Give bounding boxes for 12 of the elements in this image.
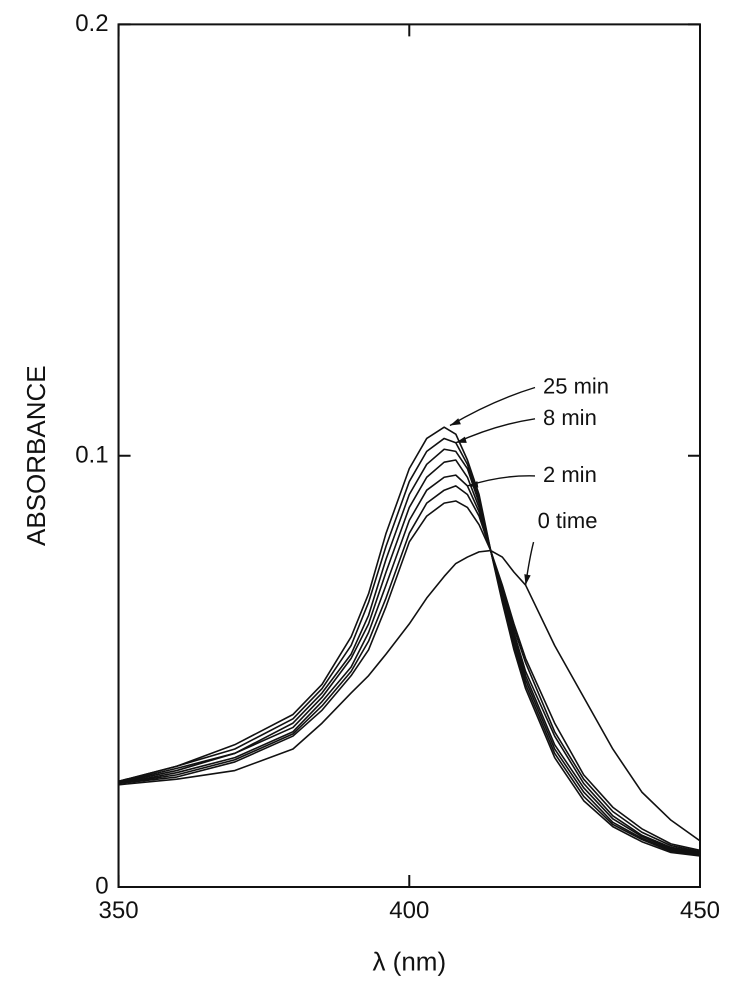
annotation: 8 min — [543, 404, 597, 430]
x-tick-label: 350 — [98, 897, 139, 924]
y-tick-label: 0 — [95, 872, 109, 900]
annotation: 2 min — [543, 462, 597, 487]
annotation: 0 time — [538, 508, 598, 534]
annotation: 25 min — [543, 374, 610, 399]
y-tick-label: 0.1 — [75, 441, 109, 468]
x-tick-label: 400 — [389, 897, 430, 924]
x-tick-label: 450 — [680, 897, 720, 924]
x-axis-title: λ (nm) — [372, 946, 446, 977]
y-axis-title: ABSORBANCE — [20, 365, 51, 546]
y-tick-label: 0.2 — [75, 10, 109, 38]
